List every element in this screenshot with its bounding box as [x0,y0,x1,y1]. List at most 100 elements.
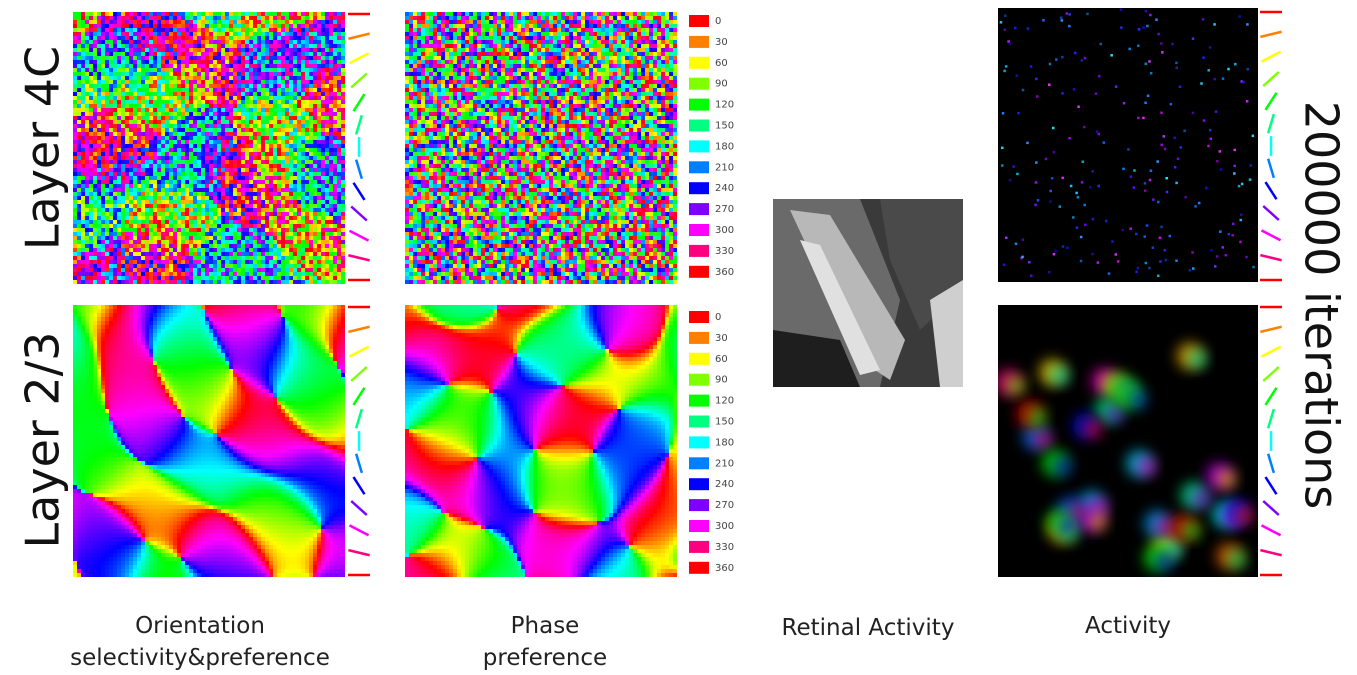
map-cell [93,252,97,256]
map-cell [157,148,161,152]
map-cell [105,76,109,80]
map-cell [329,212,333,216]
map-cell [285,24,289,28]
map-cell [281,52,285,56]
map-cell [181,188,185,192]
map-cell [253,92,257,96]
map-cell [105,204,109,208]
map-cell [237,216,241,220]
map-cell [97,64,101,68]
map-cell [305,36,309,40]
map-cell [101,84,105,88]
map-cell [221,88,225,92]
map-cell [85,212,89,216]
map-cell [425,12,429,16]
map-cell [301,268,305,272]
map-cell [117,100,121,104]
map-cell [221,212,225,216]
map-cell [241,128,245,132]
map-cell [421,176,425,180]
map-cell [205,100,209,104]
map-cell [225,200,229,204]
map-cell [85,128,89,132]
map-cell [293,256,297,260]
map-cell [109,176,113,180]
map-cell [113,32,117,36]
map-cell [337,212,341,216]
map-cell [217,40,221,44]
map-cell [293,200,297,204]
map-cell [305,72,309,76]
map-cell [101,148,105,152]
map-cell [265,184,269,188]
map-cell [153,276,157,280]
map-cell [161,56,165,60]
map-cell [209,180,213,184]
map-cell [177,244,181,248]
map-cell [157,56,161,60]
map-cell [201,40,205,44]
map-cell [165,232,169,236]
map-cell [297,36,301,40]
map-cell [265,36,269,40]
map-cell [249,124,253,128]
map-cell [309,24,313,28]
map-cell [85,236,89,240]
map-cell [325,124,329,128]
map-cell [241,24,245,28]
map-cell [325,52,329,56]
map-cell [181,192,185,196]
map-cell [225,272,229,276]
map-cell [409,188,413,192]
map-cell [125,244,129,248]
map-cell [213,84,217,88]
map-cell [193,124,197,128]
map-cell [137,140,141,144]
map-cell [125,232,129,236]
map-cell [133,212,137,216]
map-cell [117,224,121,228]
map-cell [289,52,293,56]
map-cell [269,224,273,228]
map-cell [213,268,217,272]
map-cell [321,204,325,208]
map-cell [197,108,201,112]
map-cell [333,64,337,68]
map-cell [221,188,225,192]
map-cell [113,20,117,24]
map-cell [421,184,425,188]
map-cell [189,92,193,96]
map-cell [145,280,149,284]
map-cell [309,168,313,172]
map-cell [121,132,125,136]
map-cell [165,196,169,200]
map-cell [285,184,289,188]
map-cell [321,200,325,204]
map-cell [85,80,89,84]
map-cell [337,88,341,92]
map-cell [133,92,137,96]
map-cell [233,180,237,184]
map-cell [109,220,113,224]
map-cell [257,36,261,40]
map-cell [209,228,213,232]
map-cell [117,44,121,48]
map-cell [153,72,157,76]
map-cell [193,256,197,260]
map-cell [409,216,413,220]
map-cell [305,232,309,236]
map-cell [405,136,409,140]
map-cell [405,44,409,48]
map-cell [125,188,129,192]
map-cell [109,252,113,256]
map-cell [241,136,245,140]
map-cell [109,104,113,108]
map-cell [241,140,245,144]
map-cell [117,280,121,284]
map-cell [77,40,81,44]
map-cell [421,44,425,48]
map-cell [105,276,109,280]
map-cell [169,204,173,208]
map-cell [337,256,341,260]
map-cell [165,64,169,68]
